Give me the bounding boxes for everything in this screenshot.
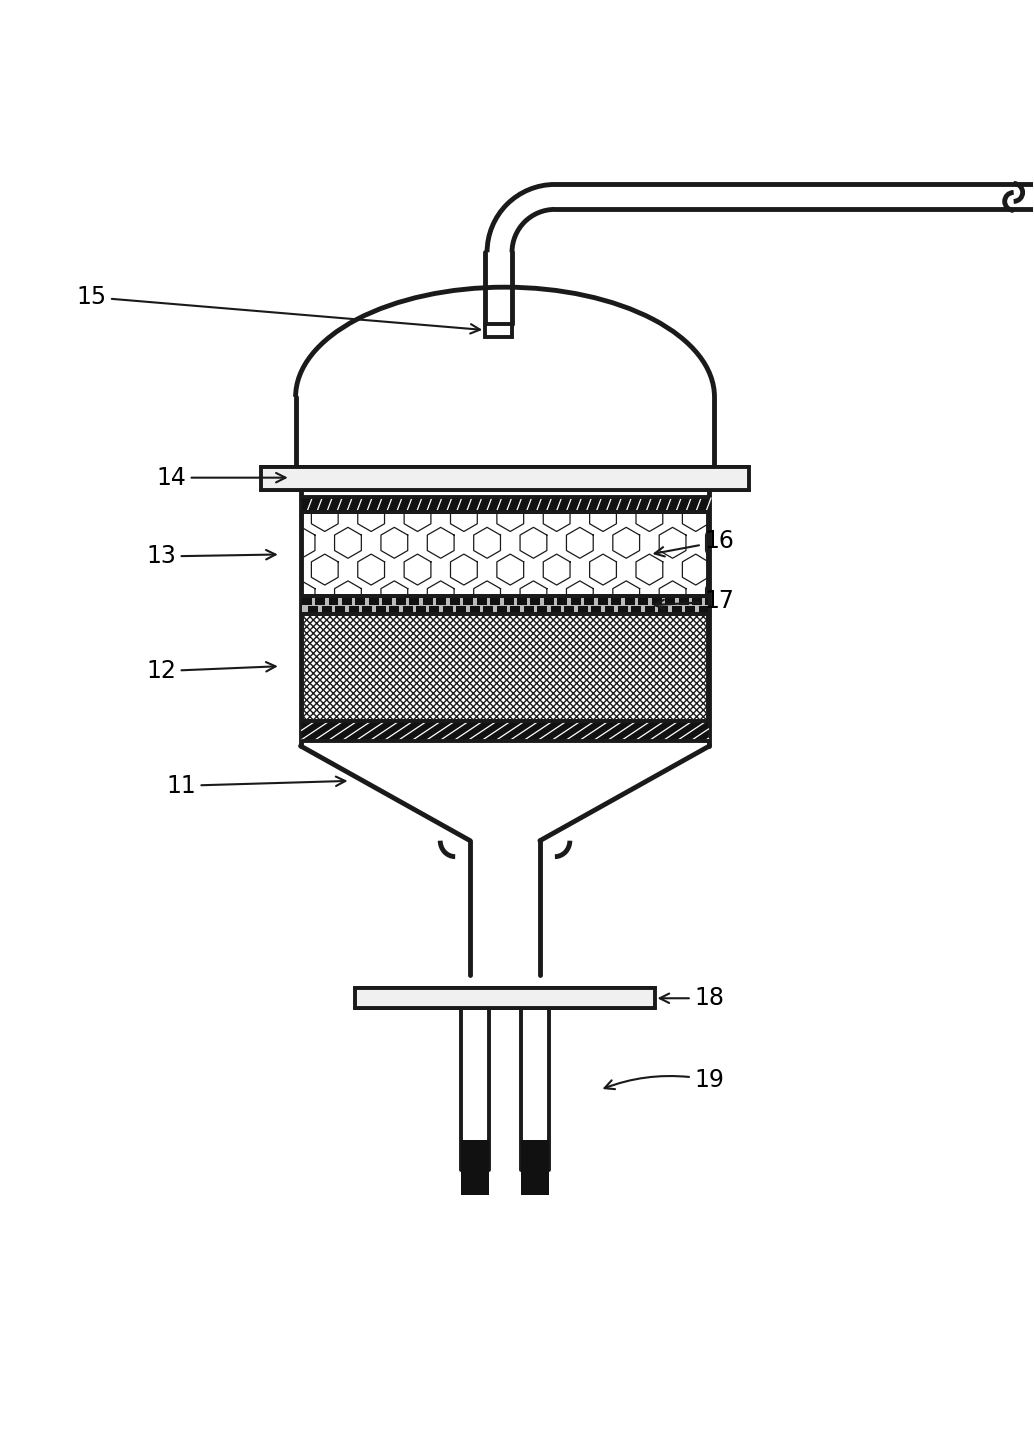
- Bar: [483, 605, 493, 614]
- Bar: [544, 596, 554, 605]
- Bar: [356, 988, 655, 1008]
- Bar: [369, 596, 378, 605]
- Text: 15: 15: [77, 286, 480, 334]
- Bar: [530, 596, 541, 605]
- Bar: [461, 1140, 489, 1194]
- Bar: [510, 605, 520, 614]
- Text: 16: 16: [655, 530, 734, 556]
- Bar: [705, 596, 708, 605]
- Bar: [557, 596, 568, 605]
- Bar: [463, 596, 474, 605]
- Bar: [356, 596, 365, 605]
- Bar: [315, 596, 325, 605]
- Bar: [490, 596, 500, 605]
- Bar: [302, 596, 311, 605]
- Bar: [524, 605, 534, 614]
- Bar: [645, 605, 655, 614]
- Bar: [409, 596, 419, 605]
- Bar: [651, 596, 662, 605]
- Bar: [638, 596, 648, 605]
- Bar: [625, 596, 635, 605]
- Bar: [477, 596, 487, 605]
- Bar: [618, 605, 628, 614]
- Bar: [584, 596, 595, 605]
- Bar: [443, 605, 453, 614]
- Bar: [302, 614, 708, 721]
- Text: 19: 19: [605, 1068, 725, 1093]
- Bar: [335, 605, 345, 614]
- Bar: [342, 596, 352, 605]
- Bar: [591, 605, 601, 614]
- Text: 14: 14: [156, 466, 285, 489]
- Bar: [521, 1140, 549, 1194]
- Bar: [665, 596, 675, 605]
- Bar: [396, 596, 405, 605]
- Bar: [496, 605, 507, 614]
- Bar: [699, 605, 708, 614]
- Bar: [678, 596, 689, 605]
- Bar: [551, 605, 560, 614]
- Bar: [261, 467, 750, 489]
- Text: 12: 12: [146, 659, 275, 683]
- Text: 17: 17: [655, 589, 734, 614]
- Bar: [389, 605, 399, 614]
- Text: 18: 18: [660, 987, 725, 1010]
- Bar: [485, 324, 512, 337]
- Bar: [302, 721, 708, 741]
- Text: 13: 13: [146, 544, 275, 569]
- Bar: [517, 596, 527, 605]
- Text: 11: 11: [166, 773, 345, 798]
- Bar: [436, 596, 447, 605]
- Bar: [302, 614, 708, 721]
- Bar: [659, 605, 668, 614]
- Bar: [504, 596, 514, 605]
- Bar: [571, 596, 581, 605]
- Bar: [383, 596, 392, 605]
- Bar: [598, 596, 608, 605]
- Bar: [456, 605, 466, 614]
- Bar: [375, 605, 386, 614]
- Bar: [402, 605, 413, 614]
- Bar: [329, 596, 338, 605]
- Bar: [302, 596, 708, 614]
- Bar: [362, 605, 372, 614]
- Bar: [672, 605, 681, 614]
- Bar: [632, 605, 641, 614]
- Bar: [423, 596, 432, 605]
- Bar: [692, 596, 702, 605]
- Bar: [302, 512, 708, 596]
- Bar: [611, 596, 621, 605]
- Bar: [348, 605, 359, 614]
- Bar: [429, 605, 439, 614]
- Bar: [469, 605, 480, 614]
- Bar: [538, 605, 547, 614]
- Bar: [686, 605, 695, 614]
- Bar: [450, 596, 460, 605]
- Bar: [565, 605, 574, 614]
- Bar: [308, 605, 318, 614]
- Bar: [578, 605, 587, 614]
- Bar: [416, 605, 426, 614]
- Bar: [605, 605, 614, 614]
- Bar: [302, 496, 708, 512]
- Bar: [322, 605, 332, 614]
